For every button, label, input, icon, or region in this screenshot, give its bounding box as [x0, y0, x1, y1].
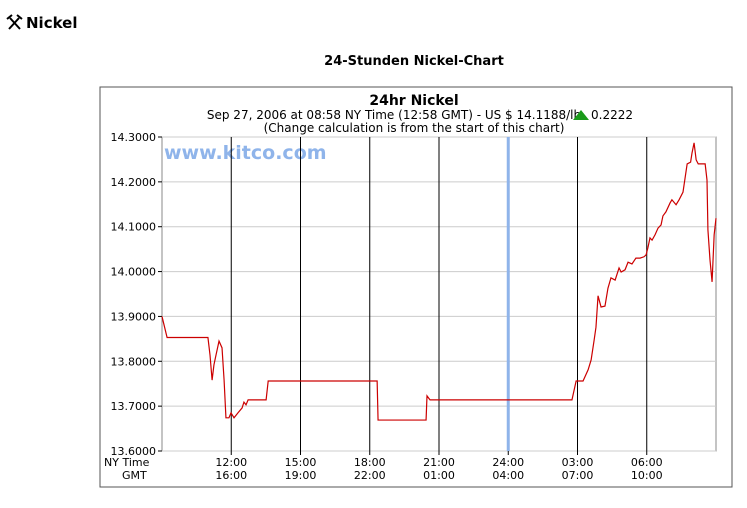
watermark: www.kitco.com [164, 142, 327, 164]
y-tick-label: 13.9000 [111, 310, 157, 323]
y-tick-label: 13.6000 [111, 445, 157, 458]
x-tick-label: 21:00 [423, 456, 455, 469]
hammer-icon [6, 14, 23, 30]
x-axis-row-label: NY Time [104, 456, 150, 469]
x-tick-label-gmt: 04:00 [492, 469, 524, 482]
y-tick-label: 14.3000 [111, 131, 157, 144]
x-tick-label-gmt: 22:00 [354, 469, 386, 482]
page-title: Nickel [26, 14, 77, 32]
x-tick-label-gmt: 07:00 [562, 469, 594, 482]
x-tick-label-gmt: 16:00 [215, 469, 247, 482]
x-tick-label: 06:00 [631, 456, 663, 469]
price-line [161, 142, 717, 421]
x-tick-label: 18:00 [354, 456, 386, 469]
y-tick-label: 14.2000 [111, 176, 157, 189]
section-title: 24-Stunden Nickel-Chart [324, 54, 504, 69]
x-tick-label-gmt: 01:00 [423, 469, 455, 482]
chart-note: (Change calculation is from the start of… [264, 121, 565, 135]
y-tick-label: 14.0000 [111, 266, 157, 279]
x-tick-label-gmt: 19:00 [285, 469, 317, 482]
chart-subtitle: Sep 27, 2006 at 08:58 NY Time (12:58 GMT… [207, 108, 581, 122]
y-tick-label: 13.7000 [111, 400, 157, 413]
x-tick-label-gmt: 10:00 [631, 469, 663, 482]
y-tick-label: 13.8000 [111, 355, 157, 368]
x-tick-label: 15:00 [285, 456, 317, 469]
x-tick-label: 03:00 [562, 456, 594, 469]
x-axis-row-label: GMT [122, 469, 147, 482]
y-tick-label: 14.1000 [111, 221, 157, 234]
change-value: 0.2222 [591, 108, 633, 122]
x-tick-label: 24:00 [492, 456, 524, 469]
chart-title: 24hr Nickel [369, 93, 458, 109]
x-tick-label: 12:00 [215, 456, 247, 469]
up-arrow [573, 110, 589, 120]
